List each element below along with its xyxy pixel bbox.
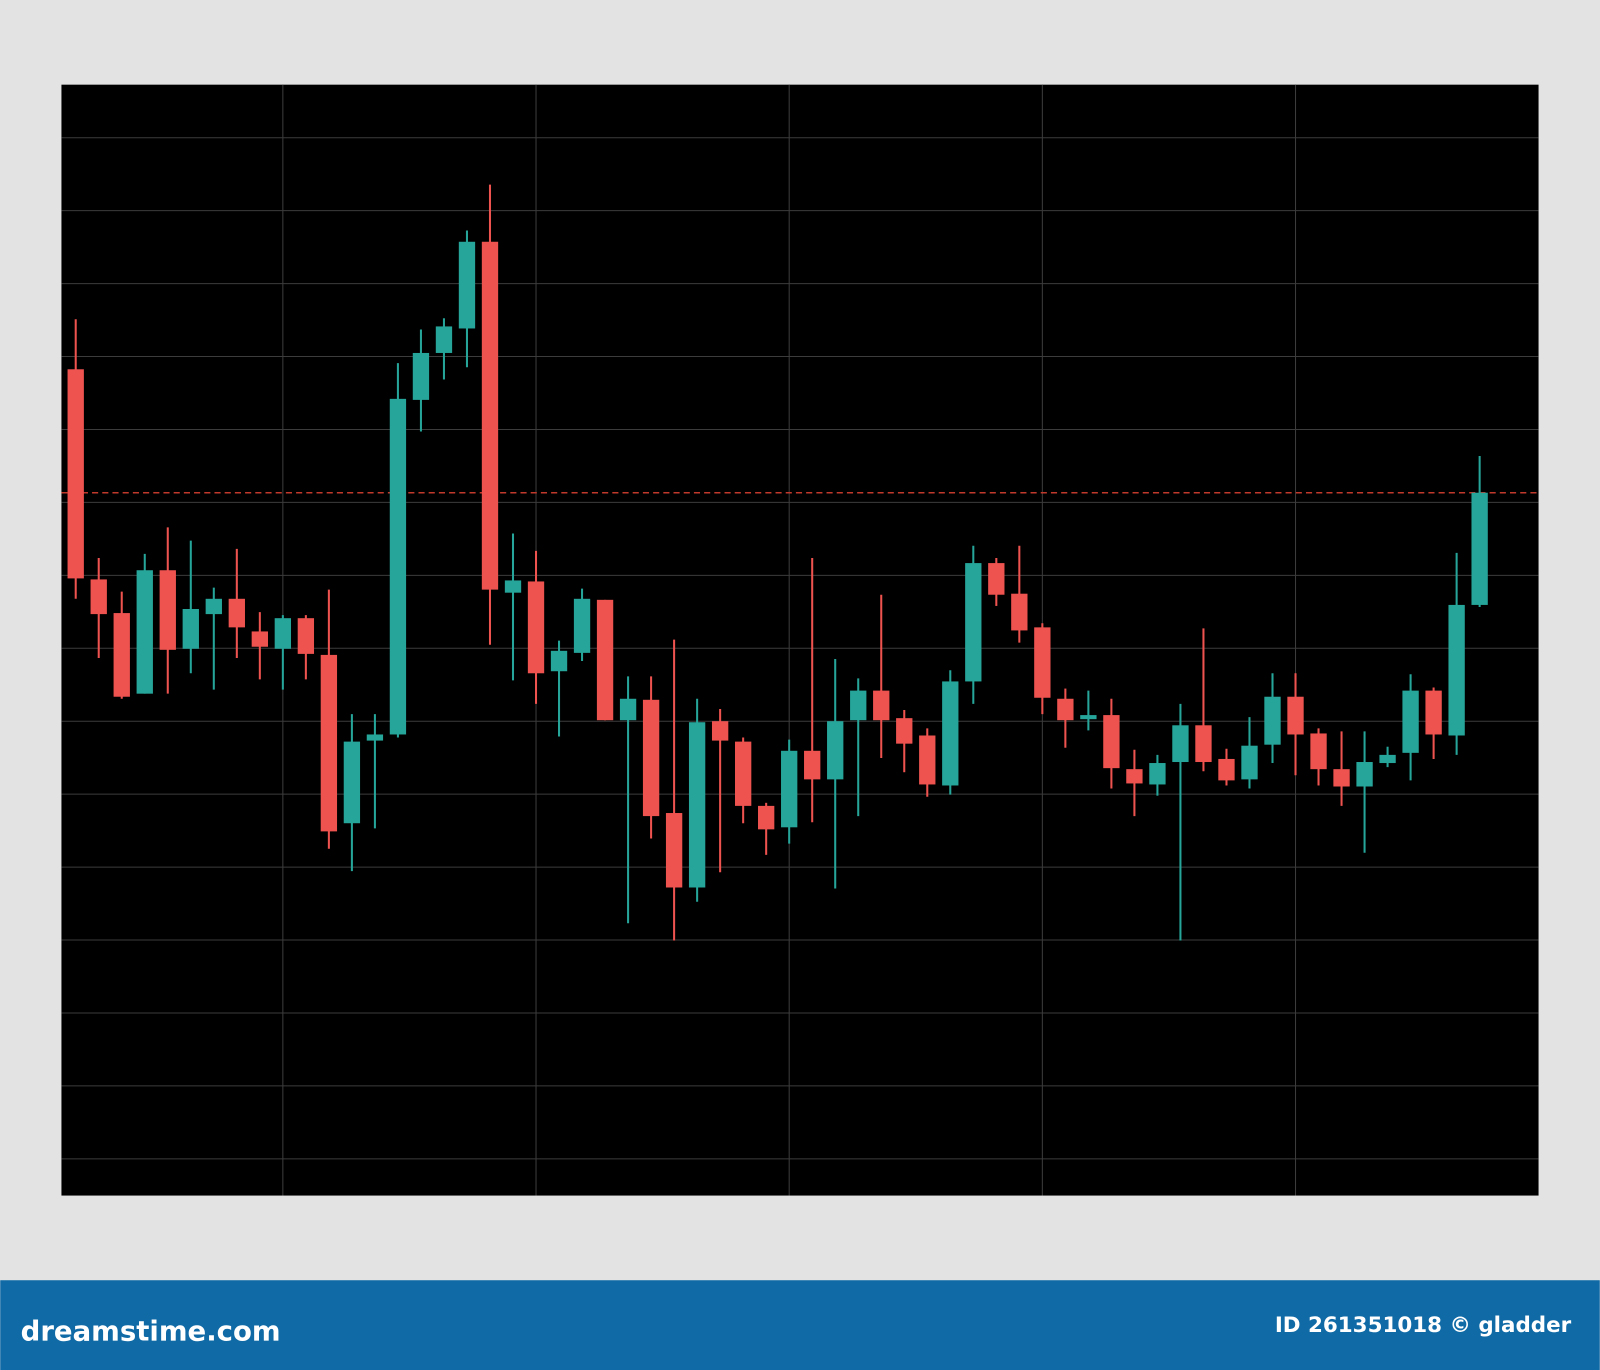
candle-body bbox=[1287, 696, 1304, 735]
footer-credit: ID 261351018 © gladder bbox=[1275, 1313, 1572, 1338]
candle-body bbox=[182, 609, 199, 649]
candle-body bbox=[596, 599, 614, 721]
candle-body bbox=[1057, 698, 1074, 721]
candle-body bbox=[1034, 627, 1051, 698]
candle-body bbox=[90, 579, 107, 615]
candle-body bbox=[942, 681, 959, 786]
candle-body bbox=[1011, 593, 1028, 631]
candle-body bbox=[1333, 769, 1350, 787]
candle-body bbox=[159, 570, 176, 650]
candle-body bbox=[1425, 690, 1442, 735]
candle-body bbox=[412, 352, 430, 400]
candle-body bbox=[896, 718, 913, 744]
candle-body bbox=[988, 563, 1005, 595]
candle-body bbox=[850, 690, 867, 721]
candle-body bbox=[1080, 715, 1097, 720]
candle-body bbox=[297, 618, 315, 654]
candle-body bbox=[435, 326, 453, 353]
candle-body bbox=[481, 241, 499, 590]
candle-body bbox=[205, 598, 222, 615]
candle-body bbox=[389, 398, 407, 735]
candle-body bbox=[320, 654, 338, 832]
footer-brand: dreamstime.com bbox=[21, 1315, 281, 1347]
candle-body bbox=[873, 690, 890, 721]
candle-body bbox=[781, 750, 798, 828]
candle-body bbox=[67, 369, 84, 579]
candle-body bbox=[550, 650, 568, 672]
candle-body bbox=[711, 721, 729, 741]
candle-body bbox=[458, 241, 476, 329]
candle-body bbox=[1103, 715, 1120, 769]
candle-body bbox=[619, 698, 637, 721]
candle-body bbox=[1172, 725, 1189, 763]
candle-body bbox=[1264, 696, 1281, 745]
candle-body bbox=[573, 598, 591, 653]
candle-body bbox=[274, 618, 292, 649]
candle-body bbox=[1218, 758, 1235, 781]
candle-body bbox=[758, 805, 775, 830]
candle-body bbox=[1149, 763, 1166, 785]
candle-body bbox=[965, 563, 982, 682]
candle-body bbox=[228, 598, 245, 628]
candle-body bbox=[136, 570, 153, 694]
candle-body bbox=[1471, 492, 1488, 605]
candle-body bbox=[1356, 762, 1373, 787]
footer-band bbox=[0, 1280, 1600, 1370]
plot-layer bbox=[61, 84, 1539, 1196]
candle-body bbox=[504, 580, 522, 593]
candle-body bbox=[527, 581, 545, 674]
candle-body bbox=[1241, 745, 1258, 780]
candle-body bbox=[366, 734, 384, 741]
candle-body bbox=[642, 699, 660, 817]
candle-body bbox=[113, 613, 130, 697]
candle-body bbox=[1448, 604, 1465, 736]
candle-body bbox=[1126, 769, 1143, 784]
candle-body bbox=[665, 813, 683, 888]
candle-body bbox=[827, 721, 844, 780]
candle-body bbox=[804, 750, 821, 780]
candle-body bbox=[1195, 725, 1212, 763]
candle-body bbox=[1402, 690, 1419, 753]
candle-body bbox=[1310, 733, 1327, 770]
candle-body bbox=[919, 735, 936, 785]
candle-body bbox=[1379, 754, 1396, 764]
candle-body bbox=[343, 741, 361, 824]
candle-body bbox=[251, 631, 268, 647]
candle-body bbox=[688, 722, 706, 888]
candle-body bbox=[734, 741, 752, 806]
